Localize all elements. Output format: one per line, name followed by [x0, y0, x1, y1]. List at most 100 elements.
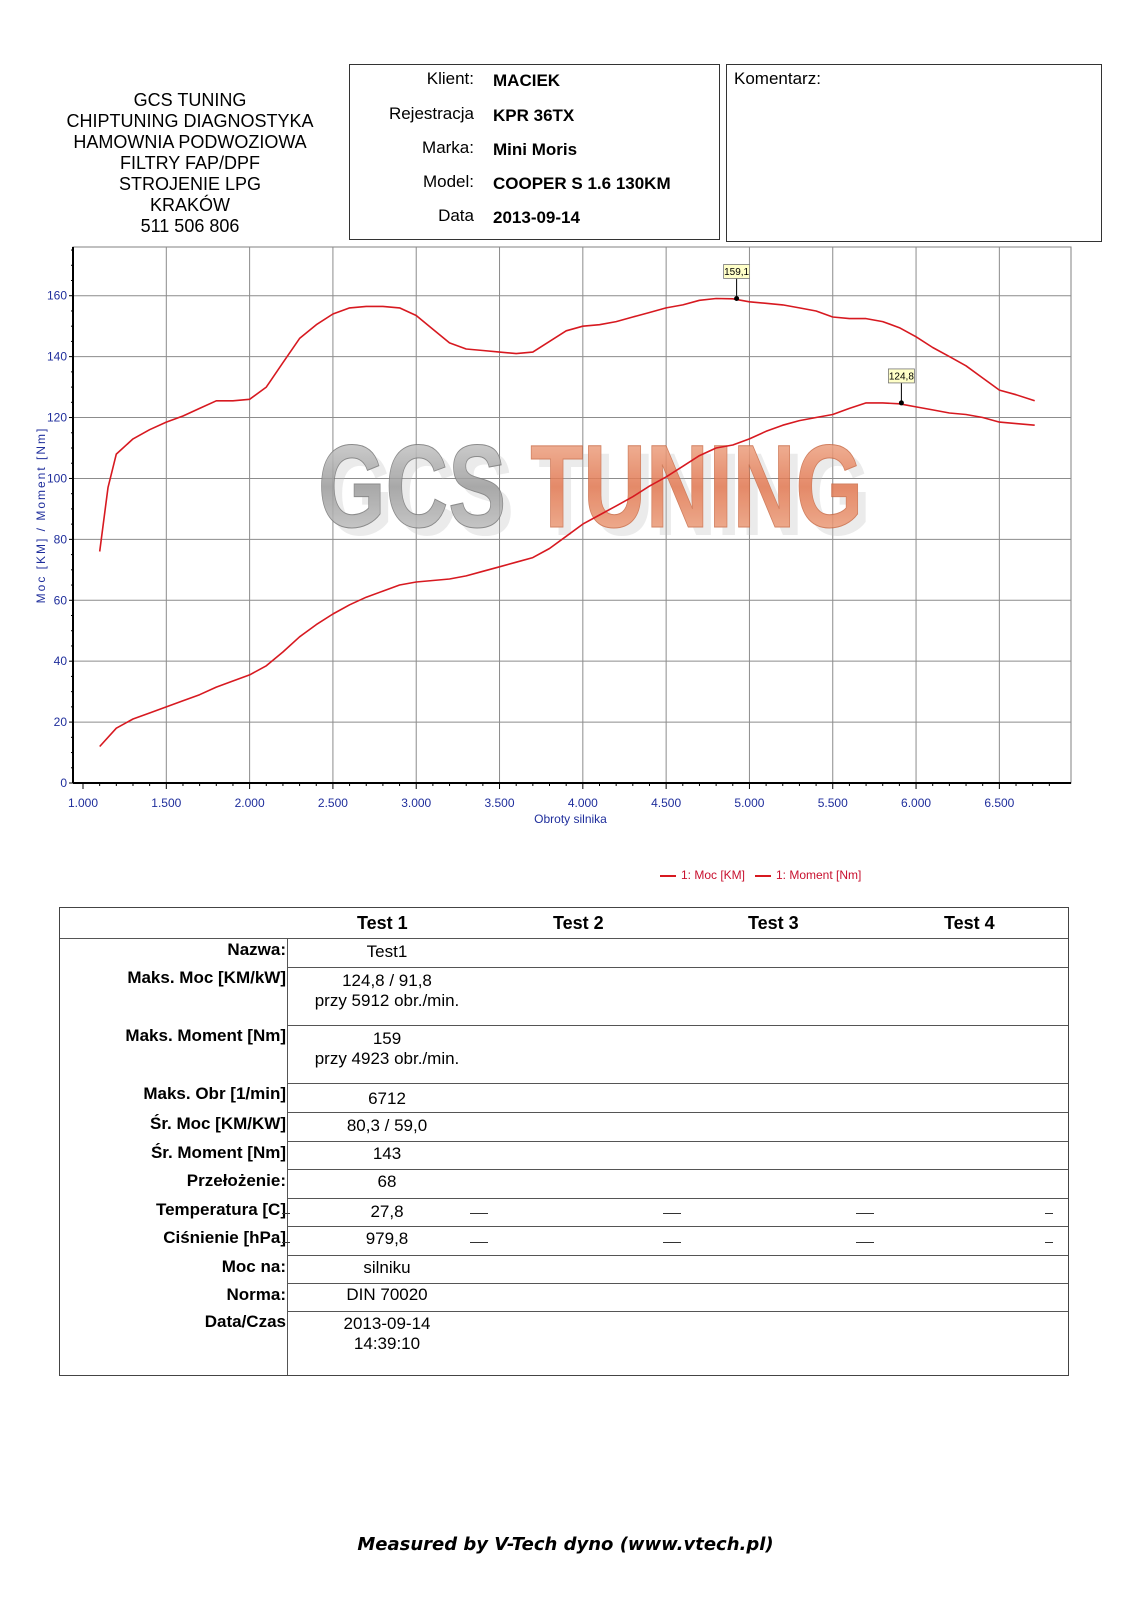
row-label: Maks. Moment [Nm] — [125, 1026, 286, 1045]
empty-value-dash — [282, 1213, 290, 1214]
info-value: 2013-09-14 — [493, 208, 580, 227]
company-line: GCS TUNING — [133, 90, 247, 110]
y-tick-label: 40 — [54, 654, 68, 668]
y-tick-label: 120 — [47, 411, 67, 425]
x-tick-label: 2.500 — [318, 796, 348, 810]
results-table: Test 1 Test 2 Test 3 Test 4 Nazwa: Test1 M… — [59, 907, 1069, 1376]
row-divider — [287, 1311, 1068, 1312]
chart-series — [98, 297, 1035, 748]
row-label: Maks. Obr [1/min] — [143, 1084, 286, 1103]
row-value: silniku — [287, 1258, 487, 1278]
info-row-make: Marka: Mini Moris — [350, 138, 719, 162]
row-label: Moc na: — [221, 1257, 286, 1276]
row-divider — [287, 967, 1068, 968]
row-value-line: 979,8 — [365, 1229, 409, 1248]
x-tick-label: 4.500 — [651, 796, 681, 810]
legend-item-moment: 1: Moment [Nm] — [755, 868, 861, 882]
row-divider — [287, 1255, 1068, 1256]
info-label: Data — [438, 206, 474, 225]
row-label: Data/Czas — [204, 1312, 286, 1331]
annotation-box — [723, 264, 751, 279]
empty-value-dash — [470, 1242, 488, 1243]
x-tick-label: 5.500 — [818, 796, 848, 810]
company-line: STROJENIE LPG — [118, 174, 262, 194]
row-value-line: silniku — [363, 1258, 411, 1277]
company-line: HAMOWNIA PODWOZIOWA — [73, 132, 307, 152]
info-value: Mini Moris — [493, 140, 578, 159]
row-divider — [287, 1283, 1068, 1284]
company-line: FILTRY FAP/DPF — [119, 153, 261, 173]
row-value-line: Test1 — [366, 942, 408, 961]
row-divider — [287, 1226, 1068, 1227]
empty-value-dash — [663, 1213, 681, 1214]
chart-axes: 1.000 1.500 2.000 2.500 3.000 3.500 4.000 4.500… — [47, 247, 1071, 810]
row-label: Maks. Moc [KM/kW] — [127, 968, 286, 987]
watermark-word: GCS — [318, 421, 530, 553]
row-divider — [287, 1198, 1068, 1199]
x-tick-label: 3.500 — [485, 796, 515, 810]
row-value: 68 — [287, 1172, 487, 1192]
row-divider — [287, 1112, 1068, 1113]
y-tick-label: 140 — [47, 350, 67, 364]
row-label: Śr. Moc [KM/KW] — [150, 1114, 286, 1133]
x-tick-label: 6.000 — [901, 796, 931, 810]
x-tick-label: 2.000 — [235, 796, 265, 810]
column-header: Test 2 — [553, 913, 604, 933]
row-divider — [287, 1083, 1068, 1084]
watermark-logo: GCS TUNING GCS TUNING — [318, 421, 872, 562]
legend-label: 1: Moment [Nm] — [776, 868, 862, 882]
info-value: MACIEK — [493, 71, 561, 90]
results-header-row: Test 1 Test 2 Test 3 Test 4 — [60, 908, 1068, 939]
row-value-line: 2013-09-14 — [343, 1314, 431, 1333]
row-label: Nazwa: — [227, 940, 286, 959]
row-value: 124,8 / 91,8 przy 5912 obr./min. — [287, 971, 487, 1011]
legend-item-moc: 1: Moc [KM] — [660, 868, 745, 882]
row-value-line: 6712 — [368, 1089, 406, 1108]
series-line-moment — [98, 297, 1035, 552]
legend-swatch — [755, 874, 771, 877]
annotation-label: 124,8 — [889, 371, 914, 382]
plot-frame — [72, 246, 1072, 784]
watermark-text: GCS TUNING — [318, 421, 863, 553]
column-header: Test 4 — [944, 913, 995, 933]
x-axis-label: Obroty silnika — [534, 812, 607, 826]
column-header: Test 3 — [748, 913, 799, 933]
vehicle-info-box: Klient: MACIEK Rejestracja KPR 36TX Mark… — [349, 64, 720, 240]
row-value: Test1 — [287, 942, 487, 962]
row-value-line: 80,3 / 59,0 — [346, 1116, 428, 1135]
info-value: COOPER S 1.6 130KM — [493, 174, 671, 193]
row-divider — [287, 1025, 1068, 1026]
row-value-line: przy 5912 obr./min. — [314, 991, 460, 1010]
row-value: 27,8 — [287, 1202, 487, 1222]
info-label: Rejestracja — [388, 104, 474, 123]
annotation-box — [887, 368, 915, 384]
empty-value-dash — [1045, 1242, 1053, 1243]
x-tick-label: 1.000 — [68, 796, 98, 810]
comment-label: Komentarz: — [734, 69, 821, 88]
legend-swatch — [660, 874, 676, 877]
company-line: 511 506 806 — [140, 216, 240, 236]
empty-value-dash — [282, 1242, 290, 1243]
row-label: Przełożenie: — [186, 1171, 286, 1190]
info-label: Klient: — [426, 69, 474, 88]
empty-value-dash — [856, 1213, 874, 1214]
row-value: 2013-09-14 14:39:10 — [287, 1314, 487, 1354]
company-line: KRAKÓW — [149, 195, 230, 215]
row-divider — [287, 1141, 1068, 1142]
annotation-point — [898, 400, 904, 406]
row-value: DIN 70020 — [287, 1285, 487, 1305]
x-tick-label: 6.500 — [984, 796, 1014, 810]
info-row-date: Data 2013-09-14 — [350, 206, 719, 230]
row-value-line: 14:39:10 — [353, 1334, 421, 1353]
info-value: KPR 36TX — [493, 106, 575, 125]
row-label: Norma: — [226, 1285, 286, 1304]
series-line-moc — [99, 402, 1035, 748]
info-label: Marka: — [422, 138, 474, 157]
dyno-chart: GCS TUNING GCS TUNING 1.000 1.500 2.000 2.5… — [34, 246, 1072, 826]
empty-value-dash — [663, 1242, 681, 1243]
row-divider — [287, 1169, 1068, 1170]
row-value-line: 27,8 — [370, 1202, 404, 1221]
y-tick-label: 80 — [54, 532, 68, 546]
info-label: Model: — [422, 172, 474, 191]
row-value-line: DIN 70020 — [346, 1285, 428, 1304]
